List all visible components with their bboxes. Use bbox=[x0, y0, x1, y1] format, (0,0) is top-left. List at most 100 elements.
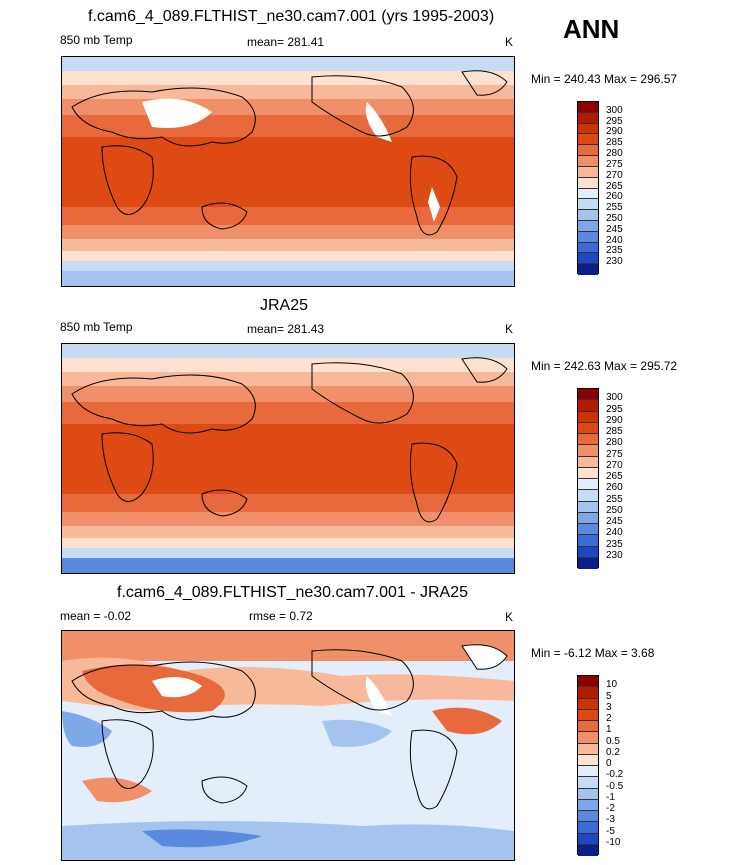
colorbar-tick-label: 245 bbox=[606, 516, 623, 527]
colorbar-tick-label: 245 bbox=[606, 223, 623, 235]
panel2-colorbar bbox=[577, 388, 599, 569]
colorbar-swatch bbox=[578, 166, 598, 178]
colorbar-swatch bbox=[578, 743, 598, 755]
colorbar-tick-label: 255 bbox=[606, 493, 623, 505]
colorbar-swatch bbox=[578, 102, 598, 113]
colorbar-swatch bbox=[578, 546, 598, 558]
colorbar-tick-label: -0.2 bbox=[606, 769, 624, 781]
colorbar-tick-label: -1 bbox=[606, 791, 615, 803]
colorbar-tick-label: -0.5 bbox=[606, 780, 624, 792]
colorbar-tick-label: 235 bbox=[606, 538, 623, 550]
panel2-map bbox=[61, 343, 515, 574]
colorbar-tick-label: 230 bbox=[606, 549, 623, 561]
colorbar-tick-label: 255 bbox=[606, 202, 623, 214]
colorbar-tick-label: -2 bbox=[606, 803, 615, 814]
colorbar-tick-label: 295 bbox=[606, 403, 623, 415]
colorbar-tick-label: 295 bbox=[606, 115, 623, 127]
panel3-mean-label: mean = -0.02 bbox=[60, 609, 132, 623]
colorbar-swatch bbox=[578, 777, 598, 789]
colorbar-swatch bbox=[578, 698, 598, 710]
panel1-mean-label: mean= 281.41 bbox=[247, 35, 325, 49]
colorbar-swatch bbox=[578, 676, 598, 688]
panel1-variable-label: 850 mb Temp bbox=[60, 33, 133, 47]
colorbar-tick-label: 0 bbox=[606, 758, 612, 769]
colorbar-swatch bbox=[578, 411, 598, 423]
panel3-rmse-label: rmse = 0.72 bbox=[249, 609, 313, 623]
colorbar-tick-label: 5 bbox=[606, 690, 612, 702]
colorbar-swatch bbox=[578, 112, 598, 124]
colorbar-swatch bbox=[578, 199, 598, 211]
colorbar-swatch bbox=[578, 156, 598, 167]
panel3-map bbox=[61, 630, 515, 861]
colorbar-tick-label: 290 bbox=[606, 414, 623, 426]
panel3-minmax-label: Min = -6.12 Max = 3.68 bbox=[531, 646, 655, 660]
colorbar-swatch bbox=[578, 210, 598, 221]
colorbar-swatch bbox=[578, 400, 598, 412]
colorbar-swatch bbox=[578, 220, 598, 232]
colorbar-swatch bbox=[578, 134, 598, 146]
colorbar-tick-label: 285 bbox=[606, 426, 623, 437]
colorbar-tick-label: 265 bbox=[606, 180, 623, 192]
panel1-units-label: K bbox=[505, 35, 514, 49]
colorbar-swatch bbox=[578, 188, 598, 200]
colorbar-swatch bbox=[578, 822, 598, 834]
colorbar-tick-label: 0.2 bbox=[606, 746, 620, 758]
colorbar-swatch bbox=[578, 687, 598, 699]
colorbar-tick-label: 1 bbox=[606, 724, 612, 736]
colorbar-tick-label: 10 bbox=[606, 679, 618, 691]
colorbar-tick-label: -10 bbox=[606, 836, 621, 848]
colorbar-swatch bbox=[578, 490, 598, 502]
season-label: ANN bbox=[563, 14, 620, 44]
colorbar-tick-label: 290 bbox=[606, 126, 623, 138]
colorbar-swatch bbox=[578, 524, 598, 536]
colorbar-swatch bbox=[578, 709, 598, 721]
colorbar-tick-label: 3 bbox=[606, 701, 612, 713]
colorbar-tick-label: 270 bbox=[606, 459, 623, 471]
colorbar-swatch bbox=[578, 231, 598, 243]
colorbar-tick-label: 275 bbox=[606, 448, 623, 460]
colorbar-tick-label: 285 bbox=[606, 137, 623, 149]
colorbar-tick-label: 300 bbox=[606, 392, 623, 404]
panel2-mean-label: mean= 281.43 bbox=[247, 322, 325, 336]
colorbar-tick-label: 260 bbox=[606, 191, 623, 203]
colorbar-swatch bbox=[578, 422, 598, 434]
panel1-minmax-label: Min = 240.43 Max = 296.57 bbox=[531, 72, 678, 86]
colorbar-tick-label: -3 bbox=[606, 814, 615, 826]
colorbar-tick-label: 240 bbox=[606, 527, 623, 539]
panel1-title: f.cam6_4_089.FLTHIST_ne30.cam7.001 (yrs … bbox=[88, 8, 495, 25]
colorbar-tick-label: 250 bbox=[606, 504, 623, 516]
panel2-variable-label: 850 mb Temp bbox=[60, 320, 133, 334]
colorbar-tick-label: 270 bbox=[606, 169, 623, 181]
colorbar-tick-label: 250 bbox=[606, 212, 623, 224]
colorbar-swatch bbox=[578, 434, 598, 446]
colorbar-swatch bbox=[578, 445, 598, 457]
colorbar-swatch bbox=[578, 145, 598, 157]
colorbar-tick-label: 230 bbox=[606, 256, 623, 268]
colorbar-swatch bbox=[578, 833, 598, 845]
colorbar-swatch bbox=[578, 389, 598, 401]
colorbar-swatch bbox=[578, 467, 598, 479]
colorbar-swatch bbox=[578, 732, 598, 744]
panel2-units-label: K bbox=[505, 322, 514, 336]
panel1-colorbar bbox=[577, 101, 599, 275]
colorbar-swatch bbox=[578, 766, 598, 778]
colorbar-swatch bbox=[578, 253, 598, 265]
colorbar-swatch bbox=[578, 123, 598, 135]
colorbar-tick-label: 265 bbox=[606, 471, 623, 482]
colorbar-swatch bbox=[578, 754, 598, 766]
panel1-map bbox=[61, 56, 515, 287]
colorbar-swatch bbox=[578, 557, 598, 569]
panel2-minmax-label: Min = 242.63 Max = 295.72 bbox=[531, 359, 678, 373]
colorbar-tick-label: 280 bbox=[606, 437, 623, 449]
panel2-title: JRA25 bbox=[260, 297, 309, 314]
colorbar-swatch bbox=[578, 721, 598, 733]
colorbar-swatch bbox=[578, 788, 598, 800]
colorbar-tick-label: 300 bbox=[606, 104, 623, 116]
colorbar-tick-label: 0.5 bbox=[606, 735, 620, 747]
panel3-units-label: K bbox=[505, 610, 514, 624]
colorbar-swatch bbox=[578, 844, 598, 856]
colorbar-swatch bbox=[578, 177, 598, 189]
colorbar-swatch bbox=[578, 456, 598, 468]
colorbar-swatch bbox=[578, 535, 598, 547]
colorbar-tick-label: -5 bbox=[606, 825, 615, 837]
